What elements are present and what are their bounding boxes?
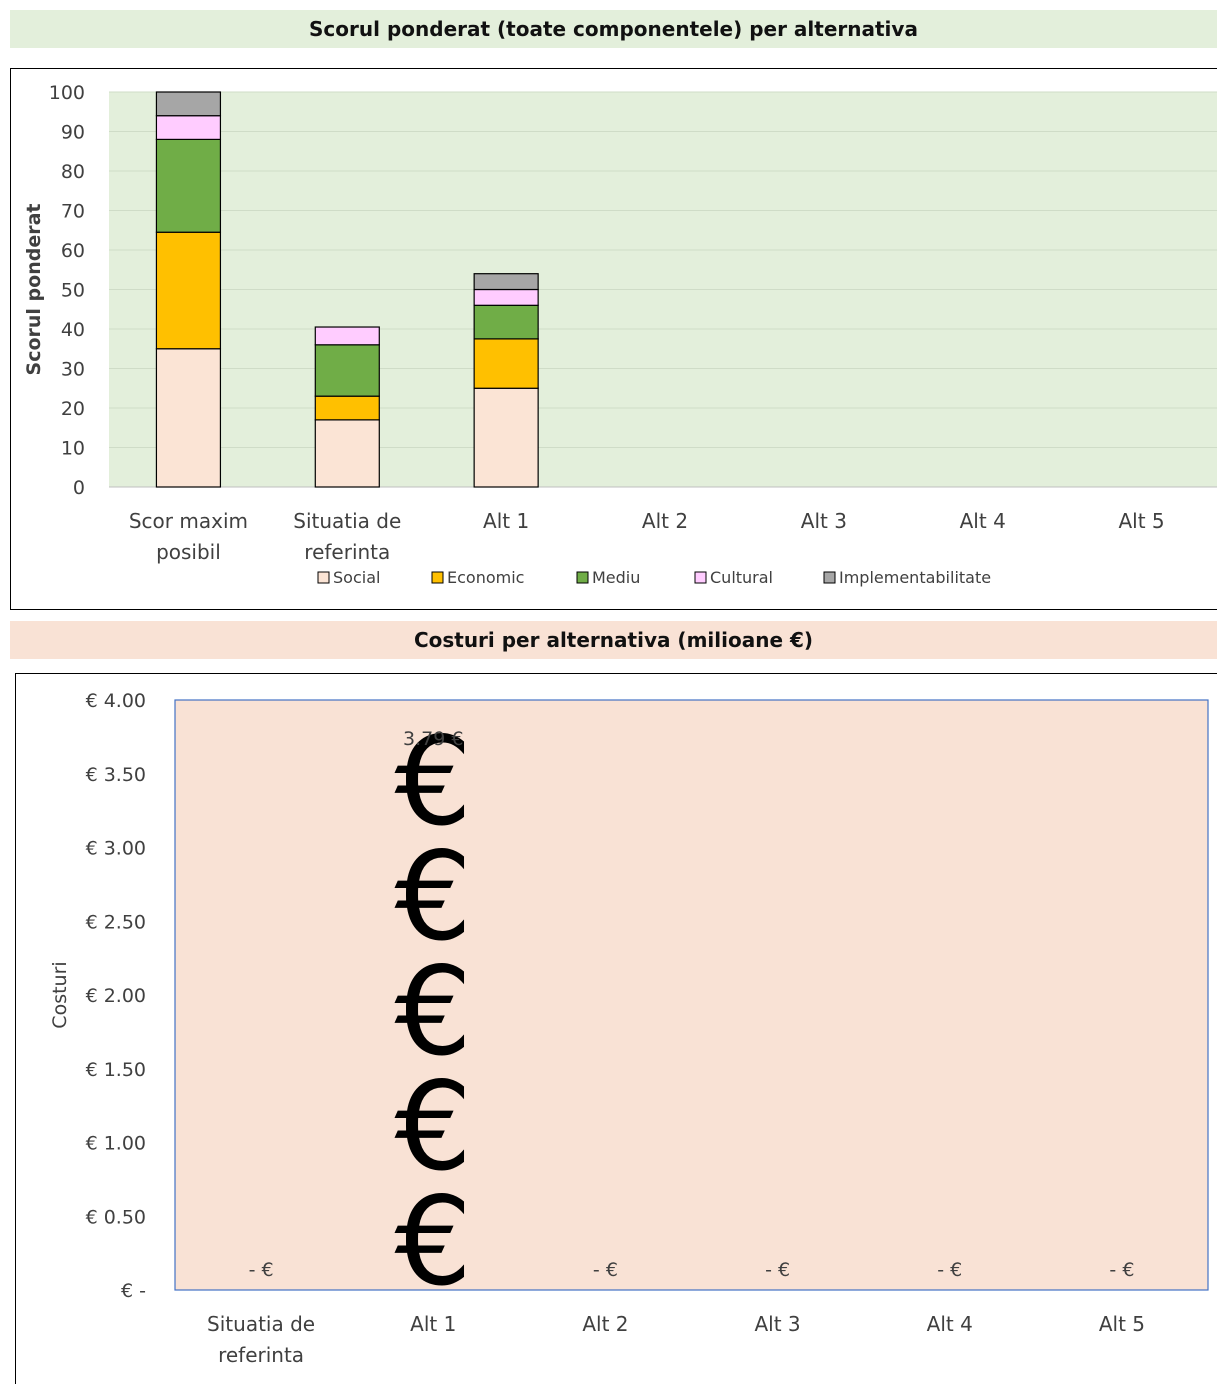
x-tick-label: Alt 2 <box>642 509 688 533</box>
bar-segment-economic <box>314 395 380 421</box>
data-label: - € <box>249 1259 274 1281</box>
legend-label-implementabilitate: Implementabilitate <box>839 568 991 587</box>
x-tick-label: Scor maxim <box>129 509 248 533</box>
bar-segment-mediu <box>473 304 539 340</box>
chart2-svg: € - € 0.50 € 1.00 € 1.50 € 2.00 € 2.50 € 3.00 €… <box>49 690 1209 1367</box>
legend-swatch-cultural <box>694 571 707 584</box>
legend-label-mediu: Mediu <box>592 568 640 587</box>
bar-segment-cultural <box>155 115 222 141</box>
y-tick-label: € 2.50 <box>86 911 146 933</box>
bar-segment-mediu <box>314 344 380 397</box>
x-tick-label: posibil <box>156 540 221 564</box>
x-tick-label: Situatia de <box>293 509 401 533</box>
x-tick-label: Alt 3 <box>754 1312 800 1336</box>
legend-swatch-mediu <box>576 571 589 584</box>
bar-segment-social <box>473 387 539 488</box>
y-tick-label: € 4.00 <box>86 690 146 712</box>
legend-label-economic: Economic <box>447 568 524 587</box>
y-tick-label: 0 <box>73 477 85 499</box>
euro-marker: € <box>394 1056 472 1198</box>
bar-segment-social <box>155 348 222 488</box>
chart1-svg: 0 10 20 30 40 50 60 70 80 90 100 Scorul ponderat Sco… <box>23 82 1217 587</box>
x-tick-label: Situatia de <box>207 1312 315 1336</box>
y-axis-title: Scorul ponderat <box>23 204 45 376</box>
euro-marker: € <box>394 711 472 853</box>
y-tick-label: 10 <box>61 438 85 460</box>
data-label: - € <box>937 1259 962 1281</box>
bar-segment-cultural <box>473 288 539 306</box>
y-tick-label: € 1.50 <box>86 1059 146 1081</box>
legend-label-social: Social <box>333 568 380 587</box>
y-tick-label: 20 <box>61 398 85 420</box>
bar-segment-mediu <box>155 138 222 233</box>
y-tick-label: € 1.00 <box>86 1133 146 1155</box>
chart2-frame: € - € 0.50 € 1.00 € 1.50 € 2.00 € 2.50 € 3.00 €… <box>15 673 1217 1384</box>
chart2-title-banner: Costuri per alternativa (milioane €) <box>10 621 1217 659</box>
y-tick-label: 100 <box>49 82 85 104</box>
bar-segment-social <box>314 419 380 488</box>
bar-segment-economic <box>473 338 539 389</box>
x-tick-label: Alt 1 <box>483 509 529 533</box>
x-tick-label: Alt 5 <box>1099 1312 1145 1336</box>
y-tick-label: 30 <box>61 359 85 381</box>
x-tick-label: Alt 5 <box>1118 509 1164 533</box>
plot-area <box>174 699 1209 1291</box>
legend-swatch-social <box>317 571 330 584</box>
y-tick-label: 80 <box>61 161 85 183</box>
legend-label-cultural: Cultural <box>710 568 773 587</box>
y-axis-title: Costuri <box>49 961 71 1028</box>
x-tick-label: referinta <box>304 540 390 564</box>
y-tick-label: € 3.00 <box>86 838 146 860</box>
data-label: 3.79 € <box>403 728 463 750</box>
x-tick-label: Alt 1 <box>410 1312 456 1336</box>
y-tick-label: 40 <box>61 319 85 341</box>
chart1-frame: 0 10 20 30 40 50 60 70 80 90 100 Scorul ponderat Sco… <box>10 68 1217 610</box>
y-tick-label: 50 <box>61 280 85 302</box>
euro-marker: € <box>394 1171 472 1313</box>
legend-swatch-economic <box>431 571 444 584</box>
bar-segment-implementabilitate <box>473 273 539 291</box>
legend-swatch-implementabilitate <box>823 571 836 584</box>
y-tick-label: 90 <box>61 122 85 144</box>
x-tick-label: Alt 3 <box>801 509 847 533</box>
x-tick-label: Alt 4 <box>927 1312 973 1336</box>
y-tick-label: € - <box>121 1280 146 1302</box>
y-tick-label: € 0.50 <box>86 1206 146 1228</box>
euro-marker: € <box>394 941 472 1083</box>
y-tick-label: € 2.00 <box>86 985 146 1007</box>
x-tick-label: Alt 4 <box>960 509 1006 533</box>
y-tick-label: € 3.50 <box>86 764 146 786</box>
data-label: - € <box>1109 1259 1134 1281</box>
x-tick-label: referinta <box>218 1343 304 1367</box>
bar-segment-cultural <box>314 326 380 346</box>
y-tick-label: 70 <box>61 201 85 223</box>
y-tick-label: 60 <box>61 240 85 262</box>
x-tick-label: Alt 2 <box>582 1312 628 1336</box>
euro-marker: € <box>394 826 472 968</box>
data-label: - € <box>593 1259 618 1281</box>
bar-segment-economic <box>155 231 222 350</box>
data-label: - € <box>765 1259 790 1281</box>
chart1-title-banner: Scorul ponderat (toate componentele) per… <box>10 10 1217 48</box>
bar-segment-implementabilitate <box>155 91 222 117</box>
